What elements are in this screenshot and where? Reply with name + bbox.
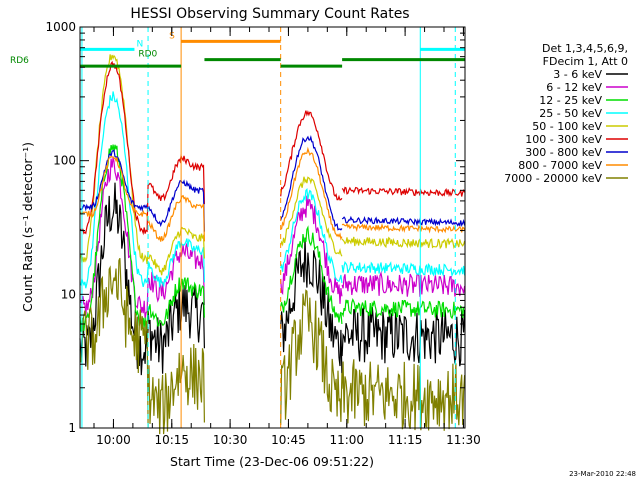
x-tick-label: 10:45 bbox=[271, 433, 306, 447]
flag-label: RD0 bbox=[138, 50, 157, 60]
legend-label: 300 - 800 keV bbox=[525, 146, 602, 159]
legend: Det 1,3,4,5,6,9,FDecim 1, Att 03 - 6 keV… bbox=[504, 42, 628, 185]
plot-timestamp: 23-Mar-2010 22:48 bbox=[569, 470, 636, 478]
legend-label: 50 - 100 keV bbox=[532, 120, 602, 133]
series-line bbox=[79, 156, 466, 319]
x-tick-label: 10:00 bbox=[96, 433, 131, 447]
series-line bbox=[79, 146, 466, 242]
chart-title: HESSI Observing Summary Count Rates bbox=[130, 6, 409, 22]
legend-label: 12 - 25 keV bbox=[539, 94, 602, 107]
x-tick-label: 11:15 bbox=[388, 433, 423, 447]
x-tick-label: 10:15 bbox=[154, 433, 189, 447]
axes-layer: 1 10 100 1000 10:00 10:15 10:30 10:45 11:00 11:15… bbox=[45, 20, 480, 447]
flag-label: RD6 bbox=[10, 56, 29, 66]
y-tick-label: 1 bbox=[68, 421, 76, 435]
legend-header: Det 1,3,4,5,6,9, bbox=[542, 42, 628, 55]
y-tick-label: 1000 bbox=[45, 20, 76, 34]
series-line bbox=[79, 135, 466, 232]
series-line bbox=[79, 257, 466, 435]
flag-label: S bbox=[169, 31, 175, 41]
series-line bbox=[80, 60, 466, 236]
legend-label: 800 - 7000 keV bbox=[518, 159, 602, 172]
series-line bbox=[79, 54, 466, 276]
x-tick-label: 11:30 bbox=[446, 433, 481, 447]
legend-label: 100 - 300 keV bbox=[525, 133, 602, 146]
plot-frame bbox=[79, 26, 466, 429]
y-axis-label: Count Rate (s⁻¹ detector⁻¹) bbox=[20, 142, 35, 312]
legend-label: 7000 - 20000 keV bbox=[504, 172, 602, 185]
y-tick-label: 100 bbox=[53, 154, 76, 168]
legend-header: FDecim 1, Att 0 bbox=[543, 55, 628, 68]
x-tick-label: 10:30 bbox=[213, 433, 248, 447]
series-line bbox=[79, 182, 466, 376]
series-line bbox=[79, 91, 466, 289]
legend-label: 6 - 12 keV bbox=[546, 81, 602, 94]
flag-label: N bbox=[136, 39, 143, 49]
legend-label: 3 - 6 keV bbox=[553, 68, 602, 81]
legend-label: 25 - 50 keV bbox=[539, 107, 602, 120]
x-axis-label: Start Time (23-Dec-06 09:51:22) bbox=[170, 454, 374, 469]
x-tick-label: 11:00 bbox=[329, 433, 364, 447]
y-tick-label: 10 bbox=[61, 287, 76, 301]
